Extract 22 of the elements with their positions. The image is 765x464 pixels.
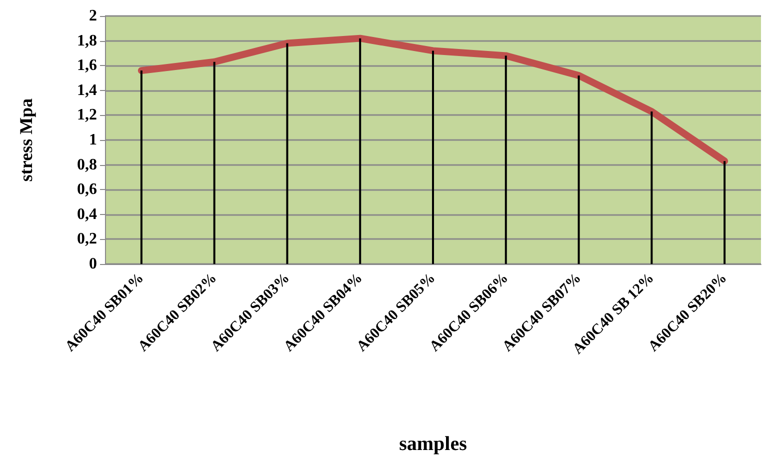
y-axis-title: stress Mpa xyxy=(16,98,36,182)
y-tick-label: 0,8 xyxy=(77,156,97,174)
y-tick-label: 1,2 xyxy=(77,106,97,124)
y-tick-label: 2 xyxy=(89,8,97,24)
y-tick-label: 1 xyxy=(89,132,97,148)
bar xyxy=(286,43,288,264)
bar xyxy=(504,56,507,264)
bar xyxy=(140,70,142,264)
y-tick-label: 0,2 xyxy=(77,230,97,248)
bar xyxy=(650,111,653,264)
x-axis-title: samples xyxy=(399,433,468,455)
bar xyxy=(432,50,434,264)
y-tick-label: 1,6 xyxy=(77,57,97,74)
y-tick-label: 0,6 xyxy=(77,181,97,198)
y-tick-label: 1,8 xyxy=(77,32,97,50)
bar xyxy=(724,161,726,264)
y-tick-label: 0 xyxy=(89,256,97,272)
bar xyxy=(213,62,216,264)
bar xyxy=(359,38,362,264)
y-tick-label: 1,4 xyxy=(77,82,97,99)
y-tick-label: 0,4 xyxy=(77,206,97,223)
bar xyxy=(578,76,580,264)
